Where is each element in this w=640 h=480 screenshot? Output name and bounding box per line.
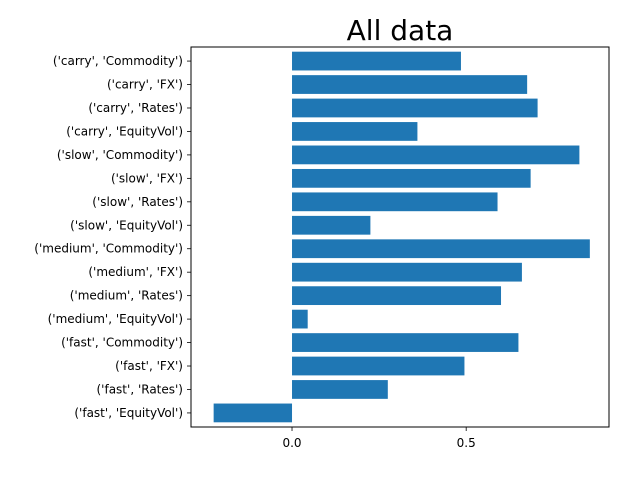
y-tick-label: ('carry', 'Commodity') xyxy=(53,54,183,68)
bar xyxy=(292,333,519,352)
bar xyxy=(292,98,538,118)
bar xyxy=(292,309,308,329)
y-tick-label: ('medium', 'Rates') xyxy=(70,289,183,303)
y-tick-label: ('fast', 'Rates') xyxy=(97,382,184,396)
bar xyxy=(213,403,293,423)
axes-frame xyxy=(190,46,610,428)
bar xyxy=(292,122,418,141)
bar xyxy=(292,215,371,235)
bar xyxy=(292,380,388,399)
bar xyxy=(292,75,528,94)
bar xyxy=(292,239,590,259)
bar xyxy=(292,262,522,282)
bars-group xyxy=(213,51,590,423)
x-tick-label: 0.0 xyxy=(282,436,301,450)
y-tick-label: ('fast', 'EquityVol') xyxy=(74,406,183,420)
y-tick-label: ('medium', 'Commodity') xyxy=(34,242,183,256)
chart-title: All data xyxy=(347,14,454,47)
bar xyxy=(292,192,498,212)
bar xyxy=(292,168,531,188)
x-tick-label: 0.5 xyxy=(457,436,476,450)
y-tick-label: ('slow', 'Rates') xyxy=(92,195,183,209)
y-tick-label: ('medium', 'EquityVol') xyxy=(48,312,183,326)
y-tick-label: ('slow', 'EquityVol') xyxy=(70,218,183,232)
bar xyxy=(292,145,580,165)
y-tick-label: ('slow', 'FX') xyxy=(111,171,183,185)
bar xyxy=(292,286,502,306)
bar xyxy=(292,356,465,376)
y-tick-label: ('medium', 'FX') xyxy=(88,265,183,279)
y-tick-label: ('carry', 'FX') xyxy=(107,78,183,92)
y-tick-label: ('slow', 'Commodity') xyxy=(57,148,183,162)
y-axis: ('fast', 'EquityVol') ('fast', 'Rates') ('… xyxy=(34,54,191,420)
y-tick-label: ('fast', 'FX') xyxy=(115,359,183,373)
y-tick-label: ('carry', 'Rates') xyxy=(88,101,183,115)
bar xyxy=(292,51,461,71)
y-tick-label: ('fast', 'Commodity') xyxy=(61,336,183,350)
x-axis: 0.0 0.5 xyxy=(282,427,476,450)
y-tick-label: ('carry', 'EquityVol') xyxy=(66,124,183,138)
